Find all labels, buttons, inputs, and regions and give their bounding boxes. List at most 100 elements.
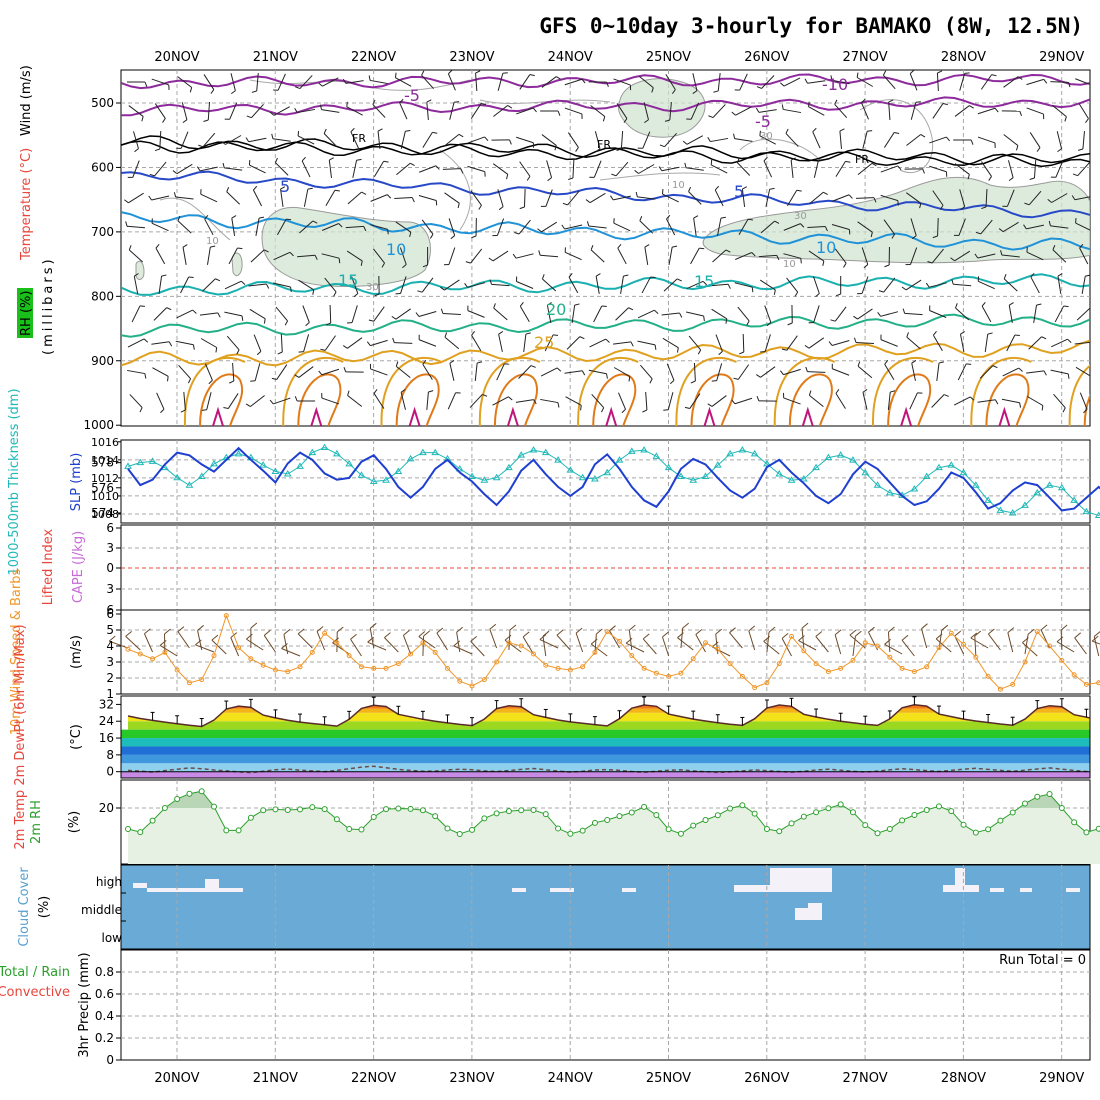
wind-barb-flag bbox=[529, 74, 535, 77]
wind-barb bbox=[637, 340, 656, 346]
wind-barb-flag bbox=[843, 262, 847, 268]
rh-contour-label: 30 bbox=[794, 211, 807, 222]
wind-barb-flag bbox=[882, 70, 887, 76]
wind-barb-flag bbox=[488, 257, 494, 262]
date-label-bottom: 27NOV bbox=[843, 1071, 888, 1086]
wind-barb bbox=[400, 392, 406, 410]
wind-barb bbox=[710, 283, 729, 287]
wind-barb-flag bbox=[651, 87, 654, 93]
wind10-point bbox=[322, 630, 328, 636]
wind10-point bbox=[457, 678, 463, 684]
wind-barb bbox=[206, 247, 211, 265]
wind-barb bbox=[981, 161, 992, 177]
wind-barb-flag bbox=[970, 139, 974, 145]
thickness-point bbox=[1008, 508, 1017, 516]
wind10-point bbox=[1083, 681, 1089, 687]
wind-barb-flag bbox=[533, 399, 537, 405]
wind-barb-flag bbox=[509, 139, 512, 145]
thickness-point bbox=[173, 473, 182, 481]
temp2m-axis-label: 2m Temp 2m DewPt (6hr Min/Max) bbox=[13, 624, 28, 849]
rh2m-point bbox=[690, 822, 697, 829]
wind-barb-flag bbox=[428, 390, 434, 393]
wind-barb-flag bbox=[824, 226, 828, 232]
wind-barb bbox=[200, 338, 217, 348]
tick-label: 0.2 bbox=[95, 1031, 114, 1045]
wind-barb-flag bbox=[297, 130, 300, 136]
rh2m-point bbox=[788, 820, 795, 827]
wind-barb-flag bbox=[1085, 118, 1089, 123]
wind-barb-flag bbox=[329, 157, 334, 161]
wind-barb-flag bbox=[512, 253, 517, 259]
wind-barb-flag bbox=[394, 72, 397, 78]
wind-barb-flag bbox=[703, 315, 705, 322]
temp-band bbox=[121, 754, 1090, 764]
isotherm bbox=[121, 73, 1090, 90]
wind-barb-flag bbox=[172, 170, 178, 175]
wind-barb-flag bbox=[960, 331, 965, 335]
wind-barb bbox=[568, 276, 579, 294]
wind-barb bbox=[206, 392, 212, 410]
wind-barb-flag bbox=[325, 322, 331, 326]
wind-barb bbox=[857, 365, 873, 379]
wind10-grid bbox=[121, 610, 1090, 694]
wind10-point bbox=[543, 662, 549, 668]
wind10-barb-flag bbox=[888, 626, 895, 633]
wind-barb bbox=[232, 362, 235, 382]
wind-barb-flag bbox=[1029, 177, 1035, 180]
wind-barb-flag bbox=[372, 99, 376, 105]
rh2m-point bbox=[432, 813, 439, 820]
wind-barb-flag bbox=[845, 160, 851, 163]
thickness-point bbox=[849, 456, 857, 463]
wind-barb-flag bbox=[399, 98, 404, 104]
wind-barb-flag bbox=[890, 390, 896, 393]
wind-barb-flag bbox=[773, 289, 776, 295]
wind-barb-flag bbox=[363, 226, 367, 232]
wind-barb-flag bbox=[387, 229, 389, 235]
wind-barb-flag bbox=[180, 409, 186, 413]
wind-barb bbox=[516, 136, 534, 144]
wind-barb bbox=[151, 78, 169, 86]
wind-barb-flag bbox=[808, 390, 812, 396]
wind10-frame bbox=[120, 609, 1091, 695]
wind-barb bbox=[1075, 366, 1090, 377]
wind-barb-flag bbox=[830, 319, 836, 322]
wind-barb-flag bbox=[988, 176, 992, 181]
wind10-barb-flag bbox=[729, 627, 736, 634]
wind10-barb-flag bbox=[834, 629, 842, 636]
wind-barb bbox=[470, 190, 482, 206]
wind-barb-flag bbox=[664, 119, 670, 122]
wind-barb bbox=[230, 73, 236, 91]
isotherm-label: 15 bbox=[694, 272, 714, 291]
wind10-point bbox=[297, 664, 303, 670]
warm-core-marker bbox=[703, 406, 716, 426]
wind-barb bbox=[589, 338, 607, 348]
wind10-barb-flag bbox=[1060, 624, 1068, 631]
wind-barb-flag bbox=[635, 191, 638, 198]
warm-contour bbox=[985, 373, 1030, 426]
wind-barb bbox=[594, 131, 601, 149]
wind-barb bbox=[763, 160, 773, 178]
wind-barb bbox=[785, 133, 799, 147]
wind-barb bbox=[297, 108, 316, 114]
wind10-barb-flag bbox=[246, 633, 253, 640]
isotherm bbox=[121, 170, 1090, 219]
wind-barb bbox=[666, 218, 676, 236]
wind10-barb-flag bbox=[453, 640, 461, 647]
wind-barb-flag bbox=[426, 99, 432, 103]
wind-barb bbox=[738, 218, 749, 236]
wind10-point bbox=[985, 673, 991, 679]
temp-axis-label: Temperature (°C) bbox=[19, 148, 34, 261]
wind-barb bbox=[589, 192, 606, 204]
wind-barb bbox=[862, 131, 868, 149]
wind-barb bbox=[880, 194, 899, 202]
tick-label: 20 bbox=[99, 801, 114, 815]
wind-barb bbox=[177, 76, 192, 88]
wind-barb bbox=[1001, 398, 1020, 404]
wind-barb bbox=[929, 310, 947, 318]
wind-barb-flag bbox=[312, 289, 315, 295]
temp2m-frame bbox=[120, 695, 1091, 779]
wind-barb-flag bbox=[1052, 244, 1056, 250]
wind-barb bbox=[321, 223, 339, 231]
wind-barb-flag bbox=[231, 90, 236, 95]
